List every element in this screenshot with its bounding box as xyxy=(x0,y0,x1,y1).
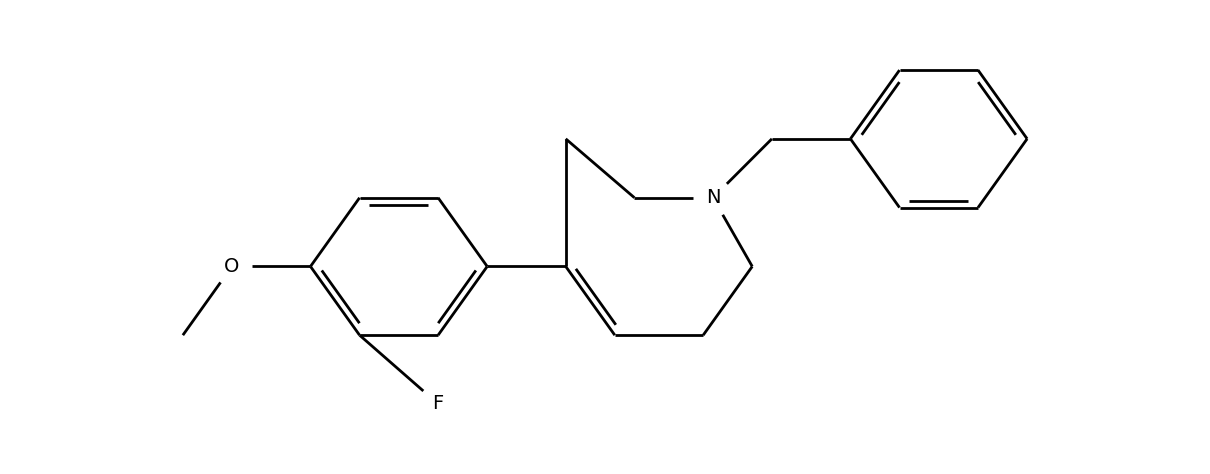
Text: F: F xyxy=(432,394,444,413)
Text: N: N xyxy=(705,188,720,207)
Text: O: O xyxy=(224,257,240,276)
